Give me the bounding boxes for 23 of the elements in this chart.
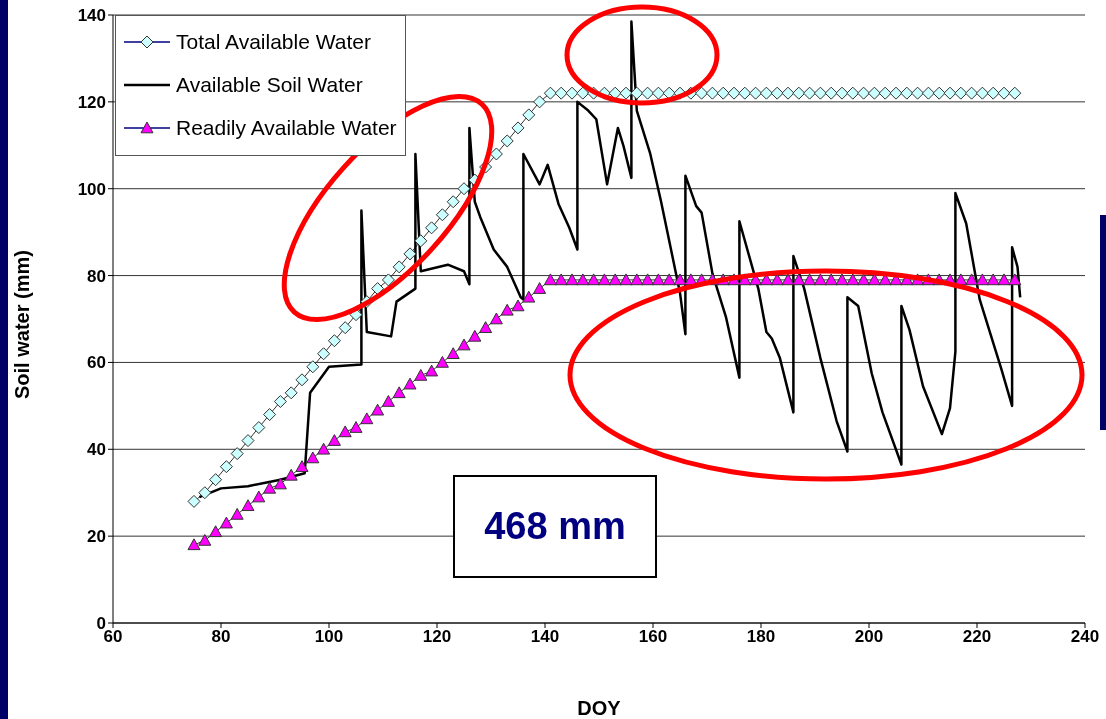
y-tick-label: 100 <box>77 179 106 199</box>
x-tick-label: 140 <box>530 627 560 647</box>
y-tick-label: 120 <box>77 92 106 112</box>
y-tick-label: 80 <box>87 266 106 286</box>
x-tick-label: 100 <box>314 627 344 647</box>
x-tick-label: 120 <box>422 627 452 647</box>
x-tick-label: 220 <box>962 627 992 647</box>
x-axis-title: DOY <box>577 697 622 719</box>
x-tick-label: 160 <box>638 627 668 647</box>
y-tick-label: 40 <box>87 440 106 460</box>
annotation: 468 mm <box>453 475 657 578</box>
x-tick-label: 80 <box>211 627 231 647</box>
legend-label: Total Available Water <box>176 29 371 54</box>
y-tick-label: 60 <box>87 353 106 373</box>
x-tick-label: 200 <box>854 627 884 647</box>
x-tick-label: 60 <box>103 627 123 647</box>
x-tick-label: 240 <box>1070 627 1100 647</box>
legend-label: Available Soil Water <box>176 72 363 97</box>
legend-label: Readily Available Water <box>176 115 397 140</box>
x-tick-label: 180 <box>746 627 776 647</box>
y-axis-title: Soil water (mm) <box>11 250 34 399</box>
y-tick-label: 140 <box>77 6 106 26</box>
y-tick-label: 20 <box>87 527 106 547</box>
